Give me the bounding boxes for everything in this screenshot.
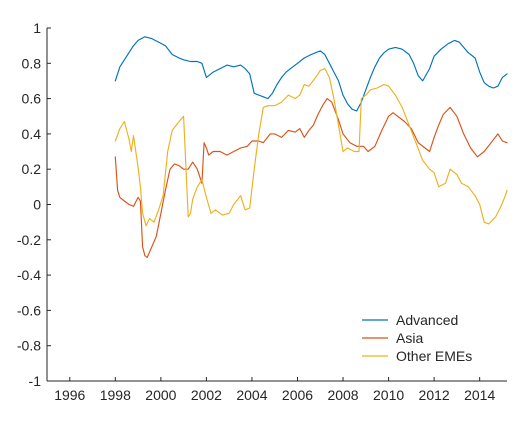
y-tick-label: 0.8 <box>22 55 42 71</box>
legend-box <box>358 306 504 368</box>
legend-label-1: Asia <box>396 330 423 346</box>
series-line-0 <box>114 36 508 112</box>
y-tick-label: 0.2 <box>22 161 42 177</box>
y-tick-label: 0 <box>33 197 41 213</box>
x-tick-label: 2006 <box>282 387 313 403</box>
y-tick-label: -0.8 <box>17 338 41 354</box>
x-tick-label: 2000 <box>145 387 176 403</box>
legend: Advanced Asia Other EMEs <box>358 306 504 368</box>
x-tick-label: 2002 <box>191 387 222 403</box>
x-tick-label: 2004 <box>236 387 267 403</box>
x-tick-label: 2014 <box>464 387 495 403</box>
x-tick-label: 2008 <box>327 387 358 403</box>
y-tick-label: 0.4 <box>22 126 42 142</box>
x-tick-label: 2010 <box>373 387 404 403</box>
y-tick-label: -1 <box>29 373 42 389</box>
y-tick-label: 1 <box>33 20 41 36</box>
x-tick-label: 2012 <box>419 387 450 403</box>
legend-label-2: Other EMEs <box>396 348 472 364</box>
legend-label-0: Advanced <box>396 312 458 328</box>
x-tick-label: 1996 <box>54 387 85 403</box>
y-tick-label: -0.6 <box>17 302 41 318</box>
axes: -1 -0.8 -0.6 -0.4 -0.2 0 0.2 0.4 0.6 0.8 1 1996 1998… <box>17 20 507 403</box>
plot-series <box>114 36 508 258</box>
series-line-2 <box>114 68 508 227</box>
x-tick-label: 1998 <box>100 387 131 403</box>
series-line-1 <box>114 98 508 258</box>
y-tick-label: 0.6 <box>22 91 42 107</box>
y-tick-label: -0.2 <box>17 232 41 248</box>
y-tick-label: -0.4 <box>17 267 41 283</box>
